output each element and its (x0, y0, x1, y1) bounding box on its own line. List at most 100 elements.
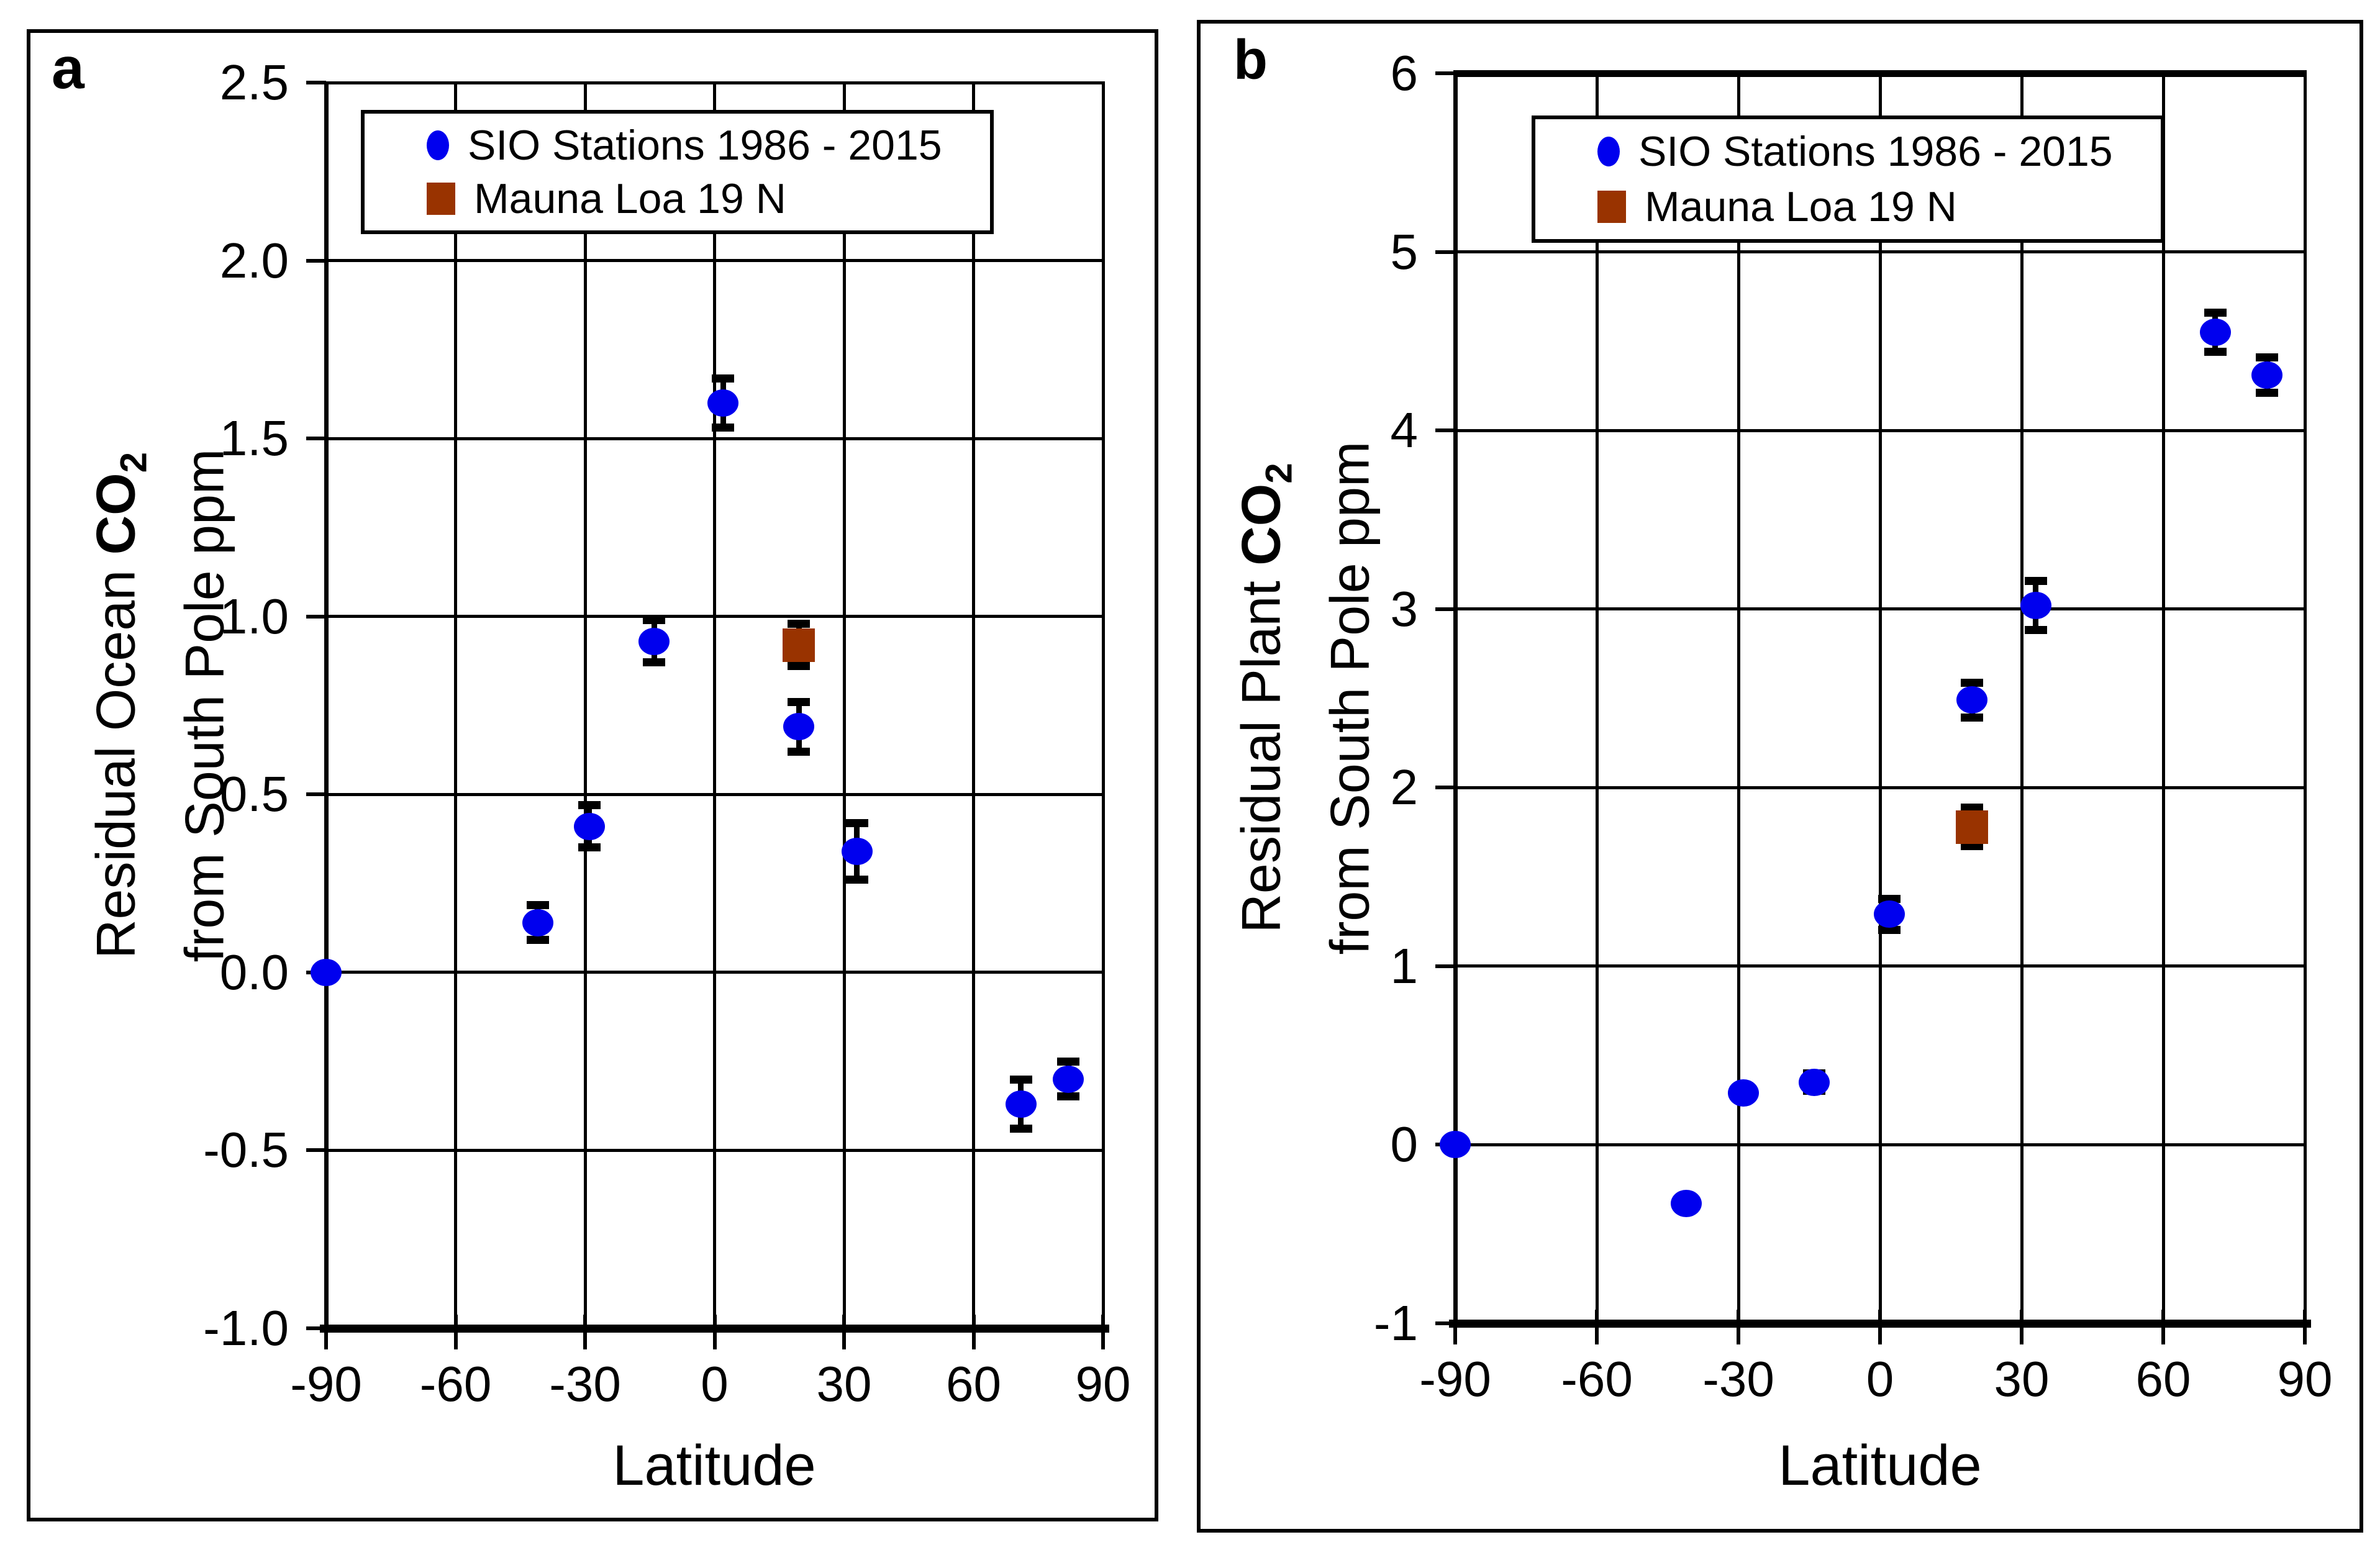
sio-data-point (1671, 1190, 1702, 1218)
x-tick-label: 60 (2135, 1351, 2191, 1407)
x-tick-mark (2020, 1310, 2023, 1344)
legend-label-maunaloa: Mauna Loa 19 N (1645, 183, 1957, 230)
error-bar-cap-top (526, 900, 549, 909)
horizontal-gridline (1455, 250, 2305, 254)
x-tick-label: -60 (1561, 1351, 1633, 1407)
error-bar-cap-bottom (1961, 842, 1984, 851)
error-bar-cap-top (845, 819, 868, 828)
sio-circle-marker-icon (427, 130, 449, 160)
y-tick-label: -1 (1373, 1295, 1418, 1351)
horizontal-gridline (326, 437, 1103, 440)
legend-label-sio: SIO Stations 1986 - 2015 (468, 122, 942, 169)
horizontal-gridline (326, 615, 1103, 619)
y-axis-label-a-line1: Residual Ocean CO2 (81, 449, 170, 963)
y-tick-mark (306, 437, 326, 441)
y-tick-mark (1435, 607, 1455, 611)
sio-data-point (1956, 686, 1988, 714)
y-tick-mark (1435, 786, 1455, 790)
panel-a-border (27, 29, 1158, 1521)
vertical-gridline (1878, 73, 1882, 1323)
y-tick-label: -0.5 (203, 1122, 289, 1178)
vertical-gridline (842, 83, 846, 1328)
error-bar-cap-bottom (1057, 1092, 1080, 1101)
error-bar-cap-top (1878, 894, 1901, 903)
plot-top-border (1453, 70, 2307, 77)
x-tick-label: 0 (1866, 1351, 1894, 1407)
error-bar-cap-bottom (788, 747, 811, 756)
vertical-gridline (1101, 83, 1105, 1328)
x-tick-mark (712, 1315, 717, 1349)
y-tick-mark (306, 81, 326, 84)
x-tick-label: -90 (290, 1356, 362, 1412)
error-bar-cap-top (1009, 1075, 1032, 1084)
y-tick-label: 2 (1390, 759, 1419, 815)
horizontal-gridline (1455, 1143, 2305, 1146)
y-tick-label: 0.0 (219, 944, 289, 1000)
horizontal-gridline (326, 971, 1103, 974)
x-tick-label: 30 (816, 1356, 872, 1412)
mauna-loa-square-marker-icon (427, 183, 455, 215)
error-bar-cap-bottom (1009, 1125, 1032, 1133)
x-tick-mark (1453, 1310, 1457, 1344)
y-axis-line (1453, 72, 1458, 1327)
sio-data-point (638, 627, 670, 655)
y-axis-line (324, 81, 329, 1332)
x-tick-mark (2303, 1310, 2307, 1344)
horizontal-gridline (326, 1148, 1103, 1152)
x-tick-mark (971, 1315, 976, 1349)
y-tick-mark (306, 1148, 326, 1153)
y-tick-label: 4 (1390, 402, 1419, 458)
error-bar-cap-top (1961, 803, 1984, 812)
legend-entry-maunaloa: Mauna Loa 19 N (1597, 183, 2155, 231)
error-bar-cap-bottom (788, 661, 811, 670)
error-bar-cap-bottom (578, 843, 601, 852)
sio-data-point (2020, 591, 2051, 619)
error-bar-cap-bottom (1878, 926, 1901, 935)
y-tick-label: -1.0 (203, 1300, 289, 1356)
y-tick-label: 2.5 (219, 55, 289, 110)
vertical-gridline (2161, 73, 2165, 1323)
x-axis-label-b: Latitude (1778, 1434, 1982, 1497)
y-tick-label: 0 (1390, 1117, 1419, 1172)
error-bar-cap-bottom (2256, 388, 2279, 397)
error-bar-cap-top (2256, 353, 2279, 362)
sio-data-point (1005, 1090, 1037, 1118)
error-bar-cap-bottom (2204, 347, 2227, 356)
y-tick-mark (1435, 250, 1455, 254)
sio-data-point (2199, 318, 2231, 346)
vertical-gridline (2303, 73, 2307, 1323)
y-tick-mark (306, 258, 326, 263)
y-tick-label: 3 (1390, 581, 1419, 637)
x-tick-label: -60 (419, 1356, 492, 1412)
x-tick-label: -90 (1419, 1351, 1491, 1407)
vertical-gridline (713, 83, 716, 1328)
y-axis-label-a-co2: CO (84, 473, 147, 555)
sio-data-point (1053, 1065, 1084, 1093)
error-bar-cap-top (2024, 576, 2047, 585)
y-tick-label: 5 (1390, 224, 1419, 279)
vertical-gridline (454, 83, 457, 1328)
legend-box-b: SIO Stations 1986 - 2015 Mauna Loa 19 N (1532, 116, 2164, 243)
error-bar-cap-top (2204, 309, 2227, 317)
horizontal-gridline (1455, 428, 2305, 432)
sio-data-point (1874, 900, 1905, 928)
sio-data-point (1798, 1068, 1830, 1096)
legend-box-a: SIO Stations 1986 - 2015 Mauna Loa 19 N (361, 110, 994, 234)
legend-label-sio: SIO Stations 1986 - 2015 (1638, 128, 2113, 176)
x-axis-label-a: Latitude (612, 1434, 816, 1497)
vertical-gridline (1737, 73, 1740, 1323)
x-tick-mark (1737, 1310, 1740, 1344)
x-tick-mark (1878, 1310, 1882, 1344)
horizontal-gridline (326, 792, 1103, 796)
x-tick-label: -30 (1702, 1351, 1774, 1407)
panel-a-letter: a (52, 35, 84, 101)
y-axis-label-b: Residual Plant CO2 from South Pole ppm (1226, 442, 1386, 955)
legend-entry-sio: SIO Stations 1986 - 2015 (1597, 127, 2155, 176)
mauna-loa-data-point (1956, 810, 1989, 844)
error-bar-cap-top (788, 620, 811, 628)
error-bar-cap-top (788, 698, 811, 707)
error-bar-cap-top (578, 801, 601, 810)
y-tick-label: 0.5 (219, 766, 289, 822)
error-bar-cap-bottom (643, 658, 666, 667)
legend-entry-maunaloa: Mauna Loa 19 N (427, 174, 984, 223)
